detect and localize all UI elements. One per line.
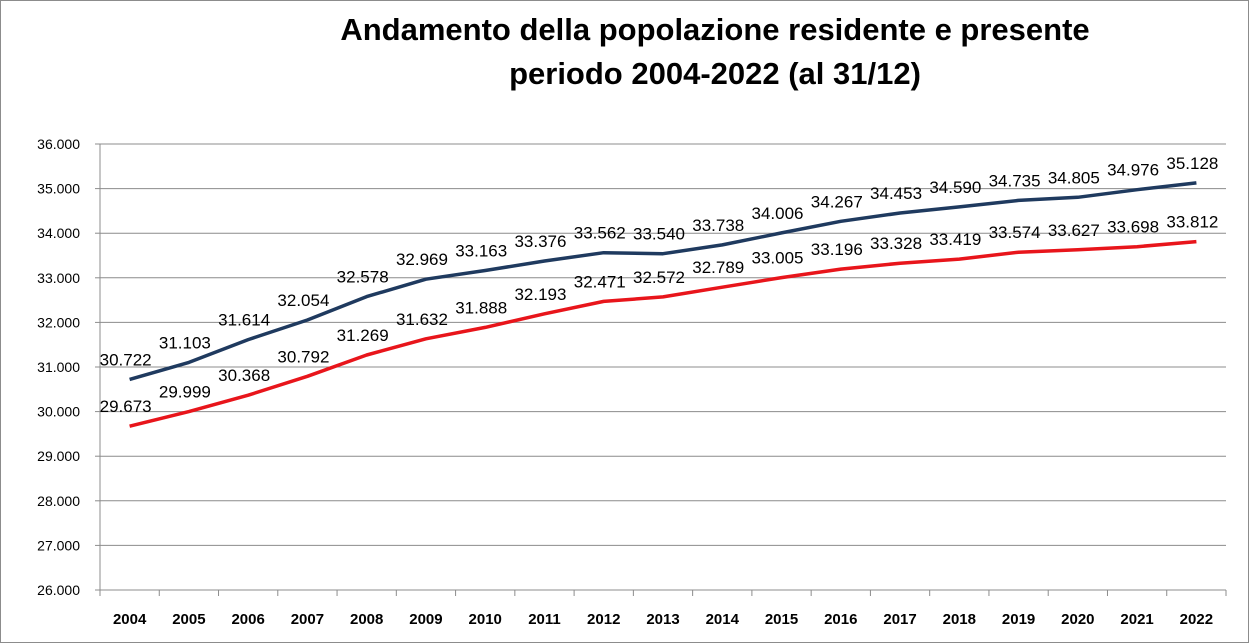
data-label-lower: 30.792 <box>277 347 329 366</box>
x-tick-label: 2015 <box>765 611 798 628</box>
chart-title-line-1: Andamento della popolazione residente e … <box>340 12 1090 47</box>
data-label-upper: 31.103 <box>159 333 211 352</box>
data-label-lower: 33.812 <box>1166 213 1218 232</box>
data-label-upper: 31.614 <box>218 311 270 330</box>
data-labels: 30.722 31.103 31.614 32.054 32.578 32.969 33.1… <box>100 154 1219 416</box>
x-tick-label: 2018 <box>943 611 976 628</box>
data-label-upper: 32.578 <box>337 268 389 287</box>
data-label-lower: 33.698 <box>1107 218 1159 237</box>
data-label-lower: 31.888 <box>455 298 507 317</box>
data-label-upper: 34.805 <box>1048 168 1100 187</box>
data-label-lower: 31.632 <box>396 310 448 329</box>
x-tick-label: 2010 <box>469 611 502 628</box>
data-label-lower: 32.789 <box>692 258 744 277</box>
data-label-upper: 33.376 <box>514 232 566 251</box>
data-label-lower: 33.419 <box>929 230 981 249</box>
chart-title: Andamento della popolazione residente e … <box>180 8 1249 96</box>
data-label-upper: 34.006 <box>752 204 804 223</box>
y-tick-label: 27.000 <box>37 537 80 553</box>
data-label-lower: 30.368 <box>218 366 270 385</box>
y-tick-label: 36.000 <box>37 136 80 152</box>
axes: 26.000 27.000 28.000 29.000 30.000 31.000 32.0… <box>37 136 1227 628</box>
data-label-upper: 33.163 <box>455 242 507 261</box>
x-tick-label: 2007 <box>291 611 324 628</box>
data-label-upper: 34.267 <box>811 192 863 211</box>
x-tick-label: 2005 <box>172 611 205 628</box>
x-tick-label: 2013 <box>646 611 679 628</box>
data-label-lower: 33.574 <box>989 223 1041 242</box>
series-line-lower <box>129 239 1197 428</box>
x-tick-label: 2019 <box>1002 611 1035 628</box>
x-tick-label: 2004 <box>113 611 147 628</box>
y-tick-label: 26.000 <box>37 582 80 598</box>
gridlines <box>100 143 1226 546</box>
y-tick-label: 30.000 <box>37 404 80 420</box>
data-label-upper: 33.540 <box>633 225 685 244</box>
data-label-upper: 34.976 <box>1107 161 1159 180</box>
x-tick-label: 2014 <box>706 611 740 628</box>
data-label-upper: 32.054 <box>277 291 329 310</box>
y-tick-label: 29.000 <box>37 448 80 464</box>
x-tick-label: 2017 <box>883 611 916 628</box>
data-label-upper: 30.722 <box>100 350 152 369</box>
x-tick-label: 2009 <box>409 611 442 628</box>
data-label-lower: 32.572 <box>633 268 685 287</box>
chart-title-line-2: periodo 2004-2022 (al 31/12) <box>509 56 921 91</box>
series-line-upper <box>129 181 1197 382</box>
data-label-lower: 31.269 <box>337 326 389 345</box>
y-tick-label: 31.000 <box>37 359 80 375</box>
x-tick-label: 2020 <box>1061 611 1094 628</box>
data-label-upper: 34.590 <box>929 178 981 197</box>
data-label-lower: 29.999 <box>159 383 211 402</box>
data-label-upper: 33.738 <box>692 216 744 235</box>
data-label-lower: 33.328 <box>870 234 922 253</box>
data-label-lower: 32.193 <box>514 285 566 304</box>
y-tick-label: 32.000 <box>37 314 80 330</box>
data-label-lower: 33.005 <box>752 249 804 268</box>
data-label-upper: 34.735 <box>989 171 1041 190</box>
data-label-lower: 32.471 <box>574 272 626 291</box>
x-tick-label: 2016 <box>824 611 857 628</box>
data-label-upper: 33.562 <box>574 224 626 243</box>
x-tick-label: 2022 <box>1180 611 1213 628</box>
data-label-lower: 33.627 <box>1048 221 1100 240</box>
data-label-lower: 29.673 <box>100 397 152 416</box>
data-label-upper: 32.969 <box>396 250 448 269</box>
y-tick-label: 35.000 <box>37 181 80 197</box>
series-lines <box>129 181 1197 428</box>
x-tick-label: 2012 <box>587 611 620 628</box>
x-tick-label: 2008 <box>350 611 383 628</box>
data-label-upper: 34.453 <box>870 184 922 203</box>
data-label-lower: 33.196 <box>811 240 863 259</box>
y-tick-label: 33.000 <box>37 270 80 286</box>
x-tick-label: 2021 <box>1120 611 1153 628</box>
data-label-upper: 35.128 <box>1166 154 1218 173</box>
y-tick-label: 34.000 <box>37 225 80 241</box>
x-tick-label: 2011 <box>528 611 561 628</box>
x-tick-label: 2006 <box>231 611 264 628</box>
y-tick-label: 28.000 <box>37 493 80 509</box>
